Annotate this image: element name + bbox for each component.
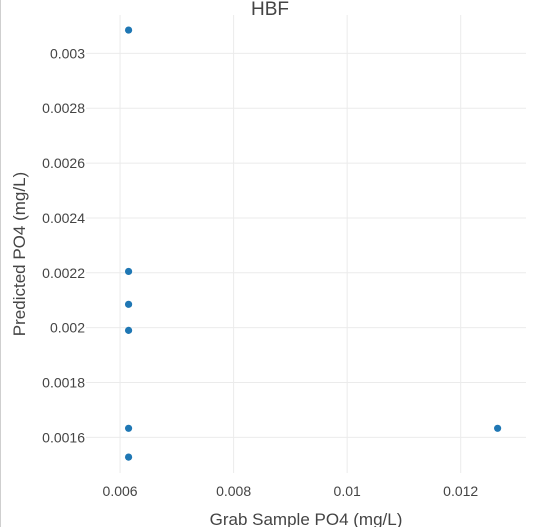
y-axis-title: Predicted PO4 (mg/L) — [10, 172, 29, 336]
data-point[interactable] — [124, 453, 133, 461]
y-tick-label: 0.0016 — [42, 429, 85, 445]
y-tick-label: 0.0026 — [42, 155, 85, 171]
x-axis-title: Grab Sample PO4 (mg/L) — [210, 510, 403, 527]
x-tick-label: 0.006 — [103, 483, 138, 499]
x-tick-label: 0.01 — [334, 483, 361, 499]
window-left-border — [0, 0, 1, 527]
data-points[interactable] — [124, 26, 502, 461]
y-tick-label: 0.0018 — [42, 374, 85, 390]
x-tick-labels: 0.006 0.008 0.01 0.012 — [103, 483, 479, 499]
y-gridlines — [86, 52, 526, 438]
y-tick-label: 0.003 — [50, 45, 85, 61]
x-tick-label: 0.012 — [443, 483, 478, 499]
x-tick-label: 0.008 — [216, 483, 251, 499]
y-tick-labels: 0.0016 0.0018 0.002 0.0022 0.0024 0.0026 0.002… — [42, 45, 85, 445]
data-point[interactable] — [124, 26, 133, 34]
data-point[interactable] — [494, 424, 502, 432]
data-point[interactable] — [124, 267, 133, 276]
y-tick-label: 0.002 — [50, 320, 85, 336]
y-tick-label: 0.0028 — [42, 100, 85, 116]
x-gridlines — [119, 15, 462, 473]
data-point[interactable] — [124, 300, 133, 308]
data-point[interactable] — [124, 424, 133, 432]
y-tick-label: 0.0022 — [42, 265, 85, 281]
data-point[interactable] — [124, 326, 133, 334]
y-tick-label: 0.0024 — [42, 210, 85, 226]
chart-title: HBF — [251, 0, 289, 20]
